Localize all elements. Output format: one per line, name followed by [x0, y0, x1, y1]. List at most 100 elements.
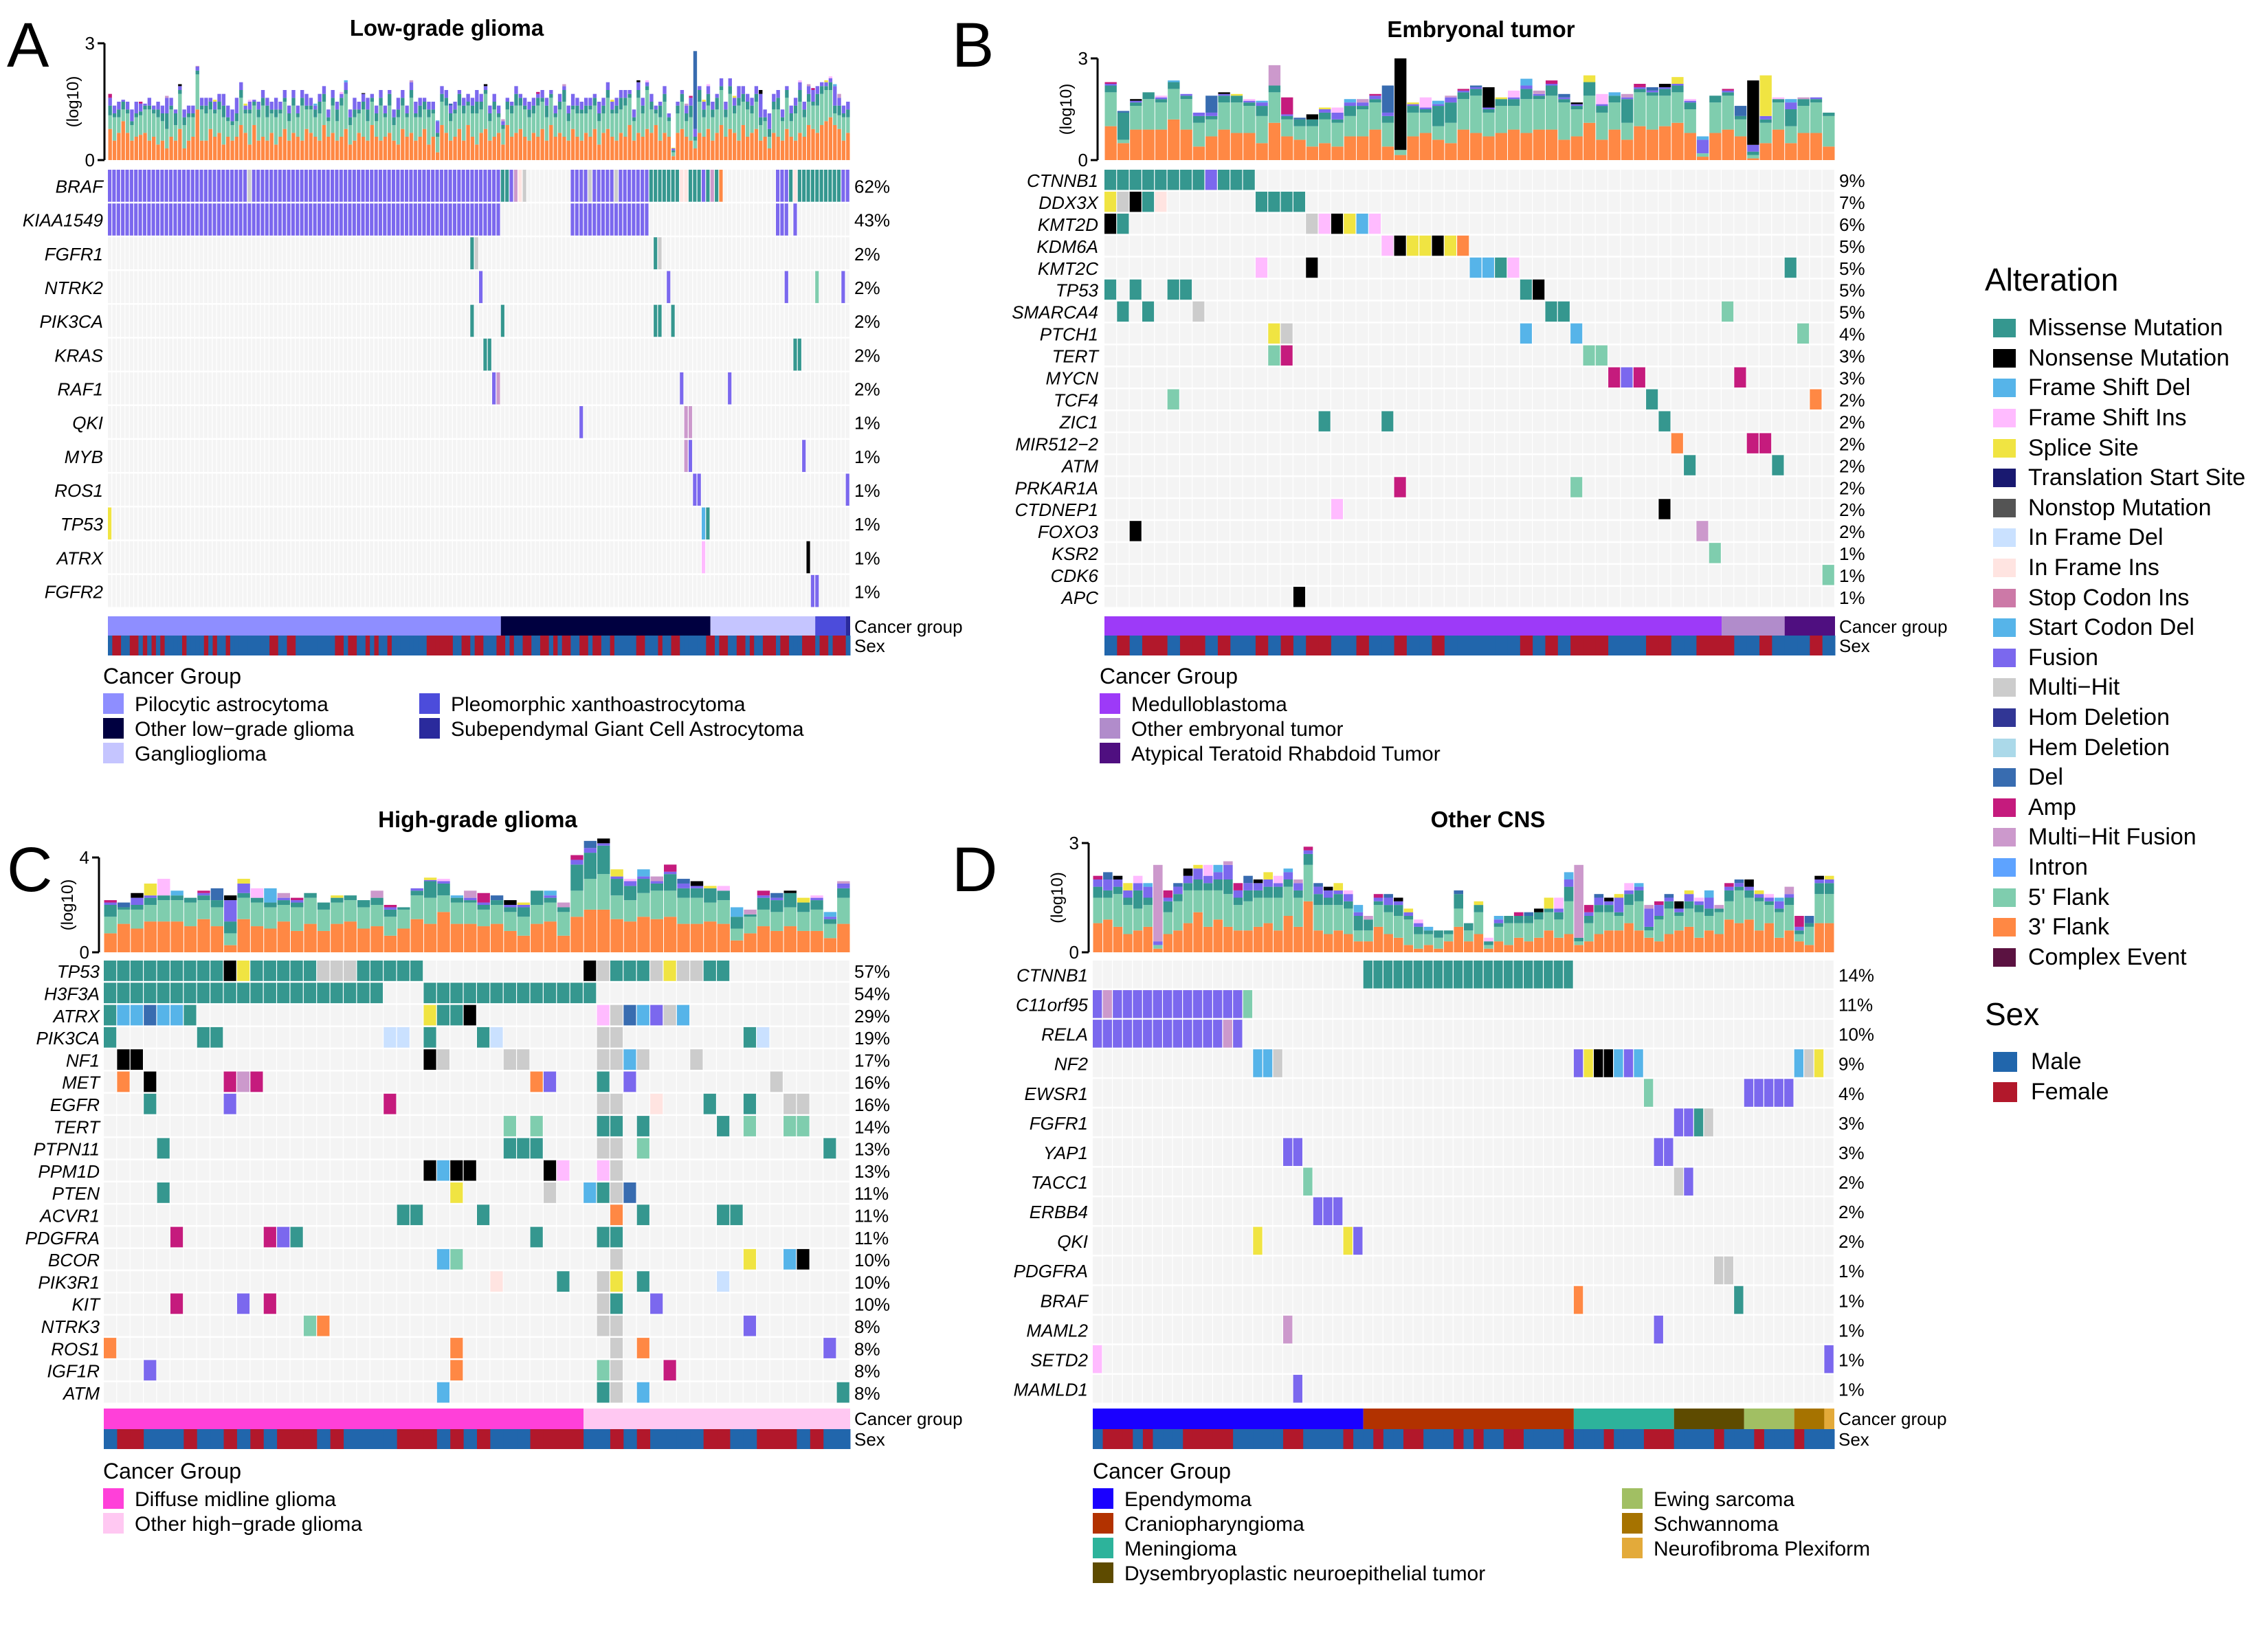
matrix-cell-empty	[168, 541, 173, 574]
bar-segment-mis	[531, 105, 536, 113]
bar-segment-f3	[737, 140, 741, 160]
matrix-cell-empty	[1167, 587, 1179, 607]
matrix-cell-empty	[1318, 257, 1331, 278]
bar-segment-fus	[1596, 104, 1608, 106]
matrix-cell-empty	[762, 574, 767, 607]
matrix-cell-empty	[1784, 279, 1797, 300]
matrix-cell-empty	[802, 271, 806, 304]
matrix-cell-empty	[802, 574, 806, 607]
matrix-cell-empty	[256, 473, 260, 506]
matrix-cell-empty	[1621, 301, 1633, 322]
matrix-cell-empty	[1368, 499, 1381, 519]
matrix-cell-empty	[190, 338, 194, 371]
matrix-cell-empty	[641, 406, 645, 438]
bar-segment-fus	[636, 82, 641, 90]
matrix-cell-braf-f3	[719, 170, 723, 202]
matrix-cell-empty	[1658, 565, 1671, 585]
matrix-cell-empty	[736, 440, 740, 472]
matrix-cell-kiaa1549-fus	[619, 203, 623, 236]
matrix-cell-braf-fus	[387, 170, 391, 202]
matrix-cell-empty	[1432, 257, 1444, 278]
matrix-cell-empty	[121, 237, 125, 269]
matrix-cell-empty	[1331, 587, 1344, 607]
matrix-cell-empty	[1419, 367, 1432, 388]
bar-segment-fus	[388, 90, 392, 94]
bar-segment-fus	[252, 100, 256, 102]
matrix-cell-empty	[374, 574, 378, 607]
matrix-cell-empty	[1495, 587, 1507, 607]
bar-segment-mhf	[195, 65, 199, 67]
matrix-cell-empty	[1784, 323, 1797, 344]
matrix-cell-kiaa1549-fus	[365, 203, 369, 236]
matrix-cell-empty	[1557, 213, 1570, 234]
matrix-cell-empty	[234, 574, 238, 607]
matrix-cell-empty	[1722, 433, 1734, 453]
matrix-cell-empty	[548, 473, 553, 506]
matrix-cell-empty	[579, 473, 583, 506]
matrix-cell-empty	[457, 271, 461, 304]
matrix-cell-kiaa1549-fus	[199, 203, 203, 236]
matrix-cell-empty	[225, 541, 230, 574]
matrix-cell-empty	[1507, 411, 1520, 431]
bar-segment-f3	[1671, 122, 1684, 160]
matrix-cell-empty	[658, 406, 662, 438]
bar-segment-mis	[523, 105, 527, 110]
matrix-cell-empty	[108, 237, 112, 269]
matrix-cell-empty	[544, 574, 548, 607]
matrix-cell-empty	[1822, 411, 1834, 431]
matrix-cell-empty	[636, 237, 640, 269]
matrix-cell-empty	[566, 574, 570, 607]
matrix-cell-empty	[762, 473, 767, 506]
matrix-cell-empty	[151, 440, 155, 472]
bar-segment-mis	[1419, 109, 1432, 113]
matrix-cell-empty	[1117, 499, 1129, 519]
bar-segment-non	[1218, 92, 1230, 94]
bar-segment-fus	[138, 103, 143, 112]
bar-segment-f5	[785, 98, 789, 129]
matrix-cell-empty	[662, 574, 666, 607]
matrix-cell-empty	[610, 237, 614, 269]
matrix-cell-empty	[697, 304, 701, 337]
matrix-cell-empty	[1583, 301, 1595, 322]
matrix-cell-empty	[1331, 235, 1344, 256]
matrix-cell-empty	[396, 574, 400, 607]
matrix-cell-braf-fus	[439, 170, 443, 202]
matrix-cell-empty	[322, 338, 326, 371]
matrix-cell-empty	[322, 574, 326, 607]
matrix-cell-empty	[1217, 477, 1230, 497]
matrix-cell-empty	[1684, 433, 1696, 453]
matrix-cell-empty	[654, 372, 658, 405]
matrix-cell-empty	[238, 271, 243, 304]
matrix-cell-empty	[225, 372, 230, 405]
matrix-cell-tp53-mis	[1179, 279, 1192, 300]
matrix-cell-empty	[505, 237, 509, 269]
matrix-cell-empty	[1734, 565, 1746, 585]
matrix-cell-empty	[1495, 389, 1507, 410]
matrix-cell-empty	[797, 507, 801, 540]
bar-segment-f3	[322, 125, 326, 160]
matrix-cell-empty	[780, 237, 784, 269]
bar-segment-mis	[191, 113, 195, 117]
bar-segment-f5	[671, 152, 676, 157]
matrix-cell-empty	[331, 574, 335, 607]
sex-track-cell	[160, 636, 166, 655]
matrix-cell-empty	[619, 372, 623, 405]
bar-segment-f5	[217, 109, 221, 133]
matrix-cell-empty	[370, 473, 374, 506]
matrix-cell-empty	[771, 473, 775, 506]
matrix-cell-smarca4-mis	[1142, 301, 1155, 322]
matrix-cell-empty	[632, 304, 636, 337]
matrix-cell-empty	[1419, 455, 1432, 475]
matrix-cell-empty	[225, 406, 230, 438]
matrix-cell-empty	[1507, 301, 1520, 322]
matrix-cell-empty	[1772, 235, 1784, 256]
matrix-cell-empty	[592, 440, 597, 472]
matrix-cell-empty	[116, 473, 120, 506]
bar-segment-spl	[1230, 93, 1243, 96]
matrix-cell-empty	[365, 406, 369, 438]
bar-segment-fus	[230, 109, 234, 122]
matrix-cell-empty	[300, 440, 304, 472]
matrix-cell-empty	[513, 406, 518, 438]
bar-segment-fus	[282, 90, 287, 98]
matrix-cell-empty	[1457, 543, 1469, 563]
